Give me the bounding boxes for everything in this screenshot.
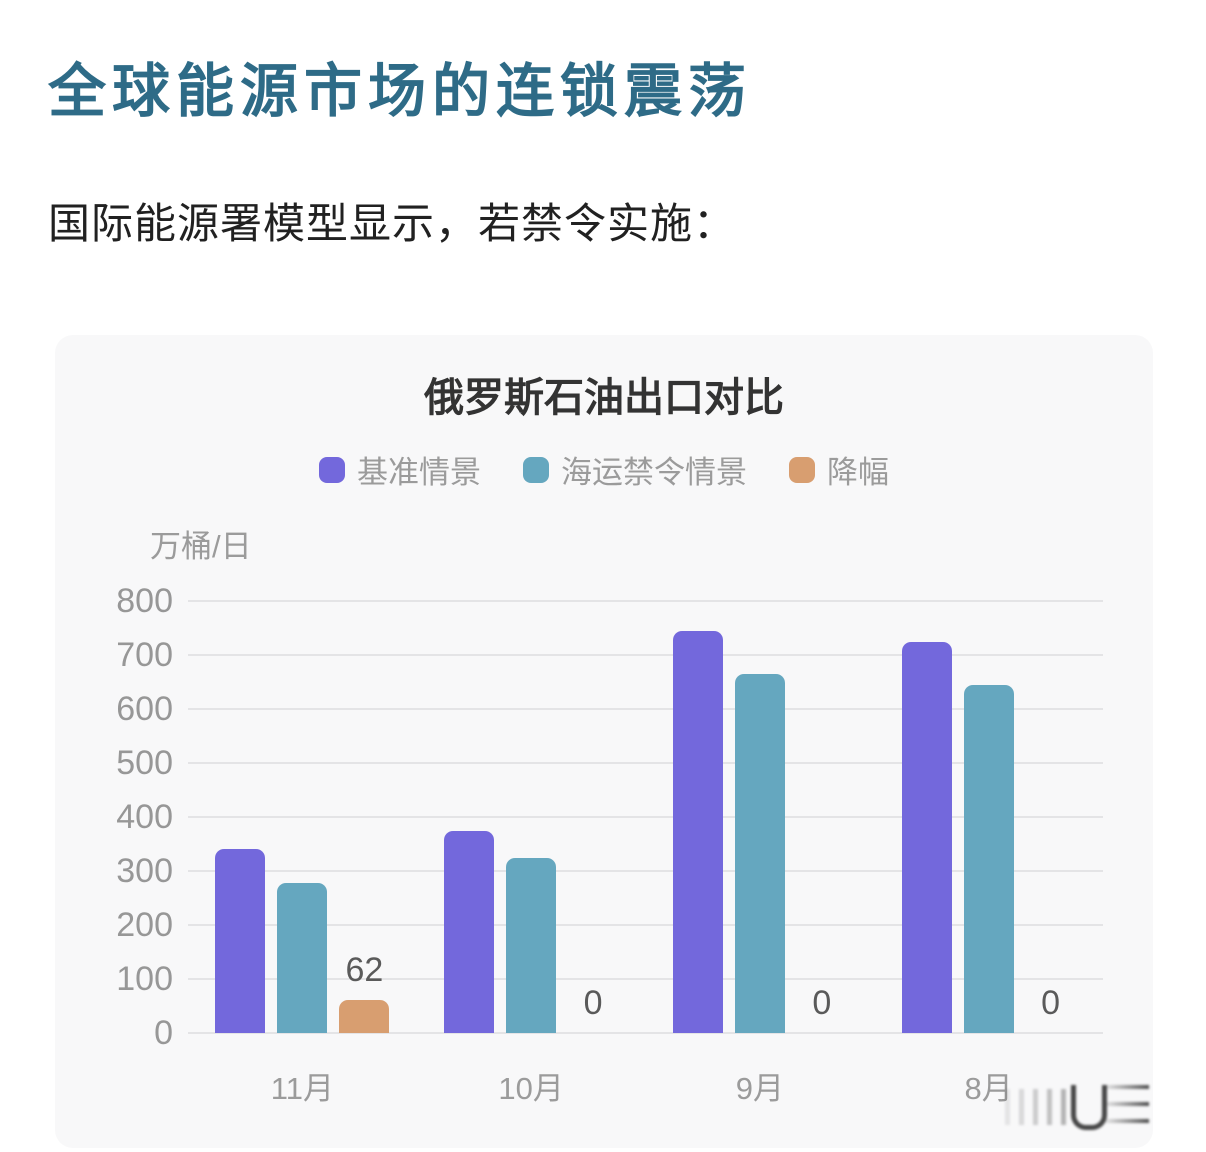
gridline [188,870,1103,872]
bar-group: 0 [874,601,1103,1033]
bar-slot [901,601,952,1033]
bar-slot [444,601,495,1033]
y-axis-tick-label: 400 [116,798,173,836]
x-axis-label: 10月 [498,1071,564,1106]
gridline [188,654,1103,656]
y-axis: 800 700 600 500 400 300 200 100 0 [55,582,173,1052]
y-axis-tick-label: 300 [116,852,173,890]
bar-slot [672,601,723,1033]
bar-series-1 [963,684,1014,1033]
bar-group: 62 [188,601,417,1033]
bar-group: 0 [417,601,646,1033]
x-axis-label: 9月 [735,1071,784,1106]
legend-swatch-icon [319,456,345,483]
gridline [188,816,1103,818]
bar-value-label: 0 [812,984,832,1022]
bar-slot [506,601,557,1033]
legend-item[interactable]: 海运禁令情景 [523,447,747,492]
y-axis-tick-label: 200 [116,906,173,944]
legend-item[interactable]: 基准情景 [319,447,481,492]
legend-label: 基准情景 [357,455,481,490]
bar-value-label: 0 [583,984,603,1022]
gridline [188,708,1103,710]
gridline [188,600,1103,602]
bar-series-0 [215,849,266,1033]
bar-group: 0 [646,601,875,1033]
bar-slot [277,601,328,1033]
watermark-glyph [1071,1085,1107,1130]
bar-slot: 0 [568,601,618,1033]
y-axis-tick-label: 800 [116,582,173,620]
bar-series-0 [672,630,723,1033]
chart-card: 俄罗斯石油出口对比 基准情景 海运禁令情景 降幅 万桶/日 800 700 600 500… [55,335,1153,1148]
y-axis-unit-label: 万桶/日 [150,529,252,564]
bar-slot [734,601,785,1033]
gridline [188,924,1103,926]
gridline [188,762,1103,764]
bar-series-2 [339,999,390,1033]
legend-swatch-icon [523,456,549,483]
bar-series-0 [901,641,952,1033]
watermark-stroke [1105,1102,1149,1106]
bar-series-1 [277,882,328,1033]
watermark-stroke [1033,1089,1038,1125]
bar-series-0 [444,830,495,1033]
bar-series-1 [506,857,557,1033]
bar-slot: 0 [1026,601,1076,1033]
gridline [188,978,1103,980]
page-title: 全球能源市场的连锁震荡 [48,59,753,124]
y-axis-tick-label: 100 [116,960,173,998]
watermark-stroke [1005,1089,1010,1125]
plot-area: 62 11月 0 10月 0 9月 0 8月 [188,600,1103,1106]
watermark-stroke [1047,1089,1052,1125]
chart-title: 俄罗斯石油出口对比 [424,376,784,420]
bar-slot: 62 [339,601,390,1033]
watermark-stroke [1019,1089,1024,1125]
y-axis-tick-label: 700 [116,636,173,674]
watermark-stroke [1061,1089,1066,1125]
bar-value-label: 0 [1041,984,1061,1022]
legend-label: 海运禁令情景 [561,455,747,490]
gridline [188,1032,1103,1034]
chart-legend: 基准情景 海运禁令情景 降幅 [55,447,1153,492]
bar-slot [215,601,266,1033]
legend-label: 降幅 [827,455,889,490]
watermark-stroke [1105,1085,1149,1089]
legend-item[interactable]: 降幅 [789,447,889,492]
page-subtitle: 国际能源署模型显示，若禁令实施： [48,200,737,247]
legend-swatch-icon [789,456,815,483]
watermark [1005,1083,1149,1135]
x-axis-label: 8月 [964,1071,1013,1106]
bar-slot: 0 [797,601,847,1033]
y-axis-tick-label: 0 [154,1014,173,1052]
y-axis-tick-label: 600 [116,690,173,728]
y-axis-tick-label: 500 [116,744,173,782]
bar-series-1 [734,673,785,1033]
bar-slot [963,601,1014,1033]
bar-value-label: 62 [345,950,384,989]
x-axis-label: 11月 [270,1071,334,1106]
watermark-stroke [1105,1119,1149,1123]
